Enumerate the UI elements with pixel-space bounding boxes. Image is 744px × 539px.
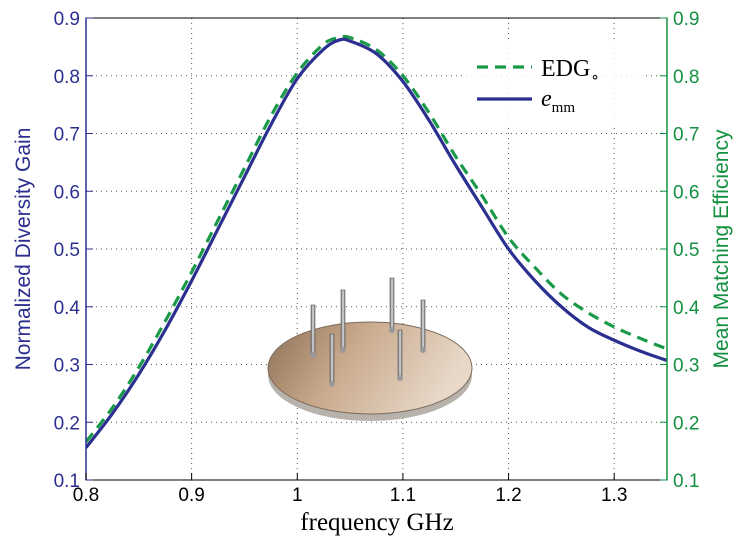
x-axis-ticks: 0.8 0.9 1 1.1 1.2 1.3 — [73, 473, 627, 506]
left-tick-label: 0.3 — [54, 356, 80, 377]
left-tick-label: 0.7 — [54, 125, 80, 146]
series-line-edg — [86, 34, 667, 443]
left-tick-label: 0.8 — [54, 67, 80, 88]
left-axis-label: Normalized Diversity Gain — [12, 128, 35, 371]
x-axis-label: frequency GHz — [300, 509, 453, 536]
left-tick-label: 0.6 — [54, 182, 80, 203]
right-axis-ticks: 0.1 0.2 0.3 0.4 0.5 0.6 0.7 0.8 0.9 — [660, 9, 700, 492]
left-tick-label: 0.9 — [54, 9, 80, 30]
x-tick-label: 1.3 — [601, 485, 627, 506]
legend-label-edg: EDG∘ — [541, 56, 600, 86]
x-tick-label: 0.8 — [73, 485, 99, 506]
right-axis-label: Mean Matching Efficiency — [710, 129, 733, 368]
x-tick-label: 1 — [292, 485, 303, 506]
right-tick-label: 0.5 — [673, 240, 699, 261]
x-tick-label: 1.2 — [495, 485, 521, 506]
right-tick-label: 0.9 — [673, 9, 699, 30]
legend-label-emm: emm — [541, 86, 575, 116]
x-tick-label: 0.9 — [178, 485, 204, 506]
legend-box — [466, 42, 646, 124]
series-line-emm — [86, 37, 667, 449]
series-lines — [86, 34, 667, 449]
antenna-prototype-image — [267, 277, 473, 421]
right-tick-label: 0.6 — [673, 182, 699, 203]
left-tick-label: 0.1 — [54, 471, 80, 492]
left-tick-label: 0.2 — [54, 413, 80, 434]
right-tick-label: 0.2 — [673, 413, 699, 434]
right-tick-label: 0.1 — [673, 471, 699, 492]
left-axis-ticks: 0.1 0.2 0.3 0.4 0.5 0.6 0.7 0.8 0.9 — [54, 9, 93, 492]
right-tick-label: 0.3 — [673, 356, 699, 377]
left-tick-label: 0.4 — [54, 298, 81, 319]
right-tick-label: 0.4 — [673, 298, 700, 319]
right-tick-label: 0.7 — [673, 125, 699, 146]
left-tick-label: 0.5 — [54, 240, 80, 261]
x-tick-label: 1.1 — [390, 485, 416, 506]
right-tick-label: 0.8 — [673, 67, 699, 88]
legend: EDG∘ emm — [466, 42, 646, 124]
